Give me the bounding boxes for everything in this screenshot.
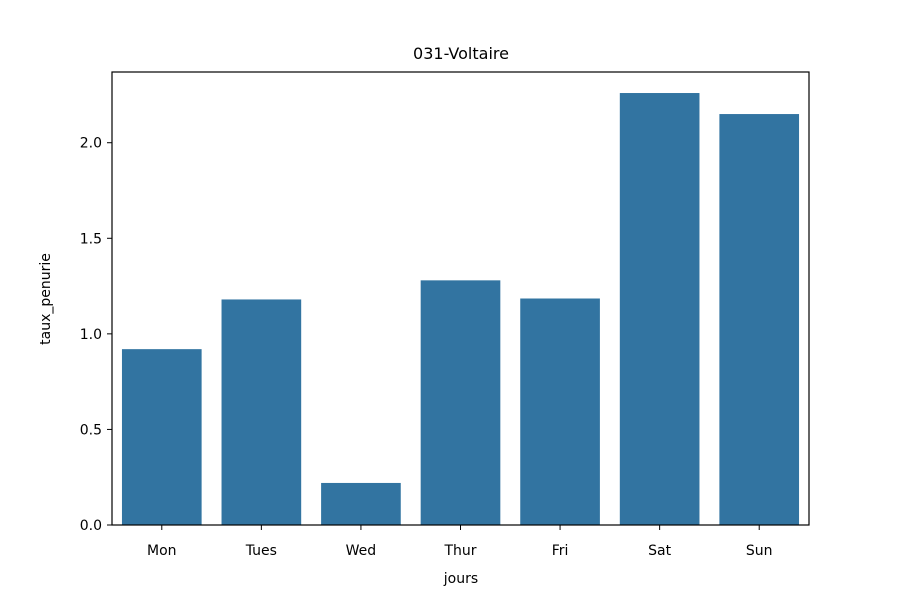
bar-mon [121, 349, 202, 525]
y-tick-label: 1.0 [80, 327, 102, 343]
x-tick-label: Sat [648, 543, 671, 559]
y-tick-label: 1.5 [80, 231, 102, 247]
x-tick-label: Mon [147, 543, 177, 559]
bar-sat [619, 93, 700, 525]
x-axis-label: jours [443, 571, 478, 587]
bar-fri [520, 298, 600, 525]
y-axis-label: taux_penurie [38, 253, 54, 345]
chart-title: 031-Voltaire [413, 44, 509, 63]
bar-thur [420, 280, 501, 525]
bar-tues [221, 299, 302, 525]
y-tick-label: 0.5 [80, 422, 102, 438]
plot-frame [111, 71, 810, 526]
x-tick-label: Thur [443, 543, 476, 559]
bar-sun [719, 114, 800, 526]
y-tick-label: 0.0 [80, 518, 102, 534]
x-tick-label: Wed [346, 543, 377, 559]
x-tick-label: Tues [245, 543, 277, 559]
y-tick-label: 2.0 [80, 136, 102, 152]
x-tick-label: Fri [552, 543, 569, 559]
bar-wed [321, 482, 401, 525]
y-axis-ticks: 0.0 0.5 1.0 1.5 2.0 [80, 136, 112, 534]
bars-group [121, 93, 800, 526]
x-tick-label: Sun [746, 543, 773, 559]
x-axis-ticks: Mon Tues Wed Thur Fri Sat Sun [147, 525, 773, 559]
